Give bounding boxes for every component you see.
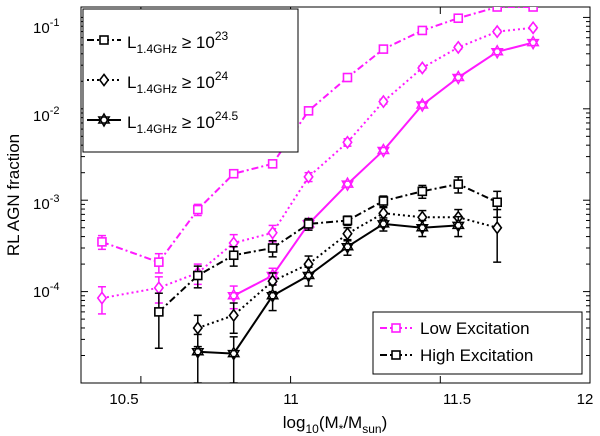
legend-samples <box>87 35 121 128</box>
square-marker <box>528 7 538 12</box>
star-marker <box>526 38 540 51</box>
diamond-marker <box>491 24 503 39</box>
star-marker <box>376 220 390 232</box>
square-marker <box>303 106 314 116</box>
x-tick-label: 11 <box>283 391 299 408</box>
square-marker <box>342 215 353 226</box>
legend-box <box>372 311 583 375</box>
series-line <box>197 222 459 355</box>
square-marker <box>228 168 239 179</box>
square-marker <box>391 350 401 360</box>
square-marker <box>154 307 164 317</box>
star-marker <box>376 146 390 158</box>
square-marker <box>267 243 278 253</box>
star-marker <box>302 271 315 284</box>
diamond-marker <box>267 225 278 240</box>
star-marker <box>191 347 205 360</box>
diamond-marker <box>303 169 314 184</box>
legend-entry-label: Low Excitation <box>420 319 530 338</box>
diamond-marker <box>378 94 389 109</box>
square-marker <box>342 72 353 83</box>
square-marker <box>391 323 401 333</box>
square-marker <box>378 44 389 54</box>
x-tick-label: 10.5 <box>109 391 138 408</box>
square-marker <box>453 179 464 189</box>
y-tick-label: 10-4 <box>33 281 59 301</box>
square-marker <box>228 250 239 261</box>
diamond-marker <box>192 321 203 335</box>
square-marker <box>267 159 278 169</box>
x-tick-label: 12 <box>577 391 594 408</box>
star-marker <box>227 292 241 304</box>
square-marker <box>192 204 203 215</box>
class-legend: Low Excitation High Excitation <box>372 311 583 375</box>
star-marker <box>266 292 280 304</box>
diamond-marker <box>96 291 108 305</box>
star-marker <box>341 180 354 192</box>
star-marker <box>341 242 354 255</box>
square-marker <box>378 196 389 206</box>
luminosity-legend: L1.4GHz ≥ 1023 L1.4GHz ≥ 1024 L1.4GHz ≥ … <box>82 8 299 153</box>
series-line <box>101 7 534 264</box>
square-marker <box>453 13 464 24</box>
star-marker <box>415 223 429 236</box>
square-marker <box>97 237 107 247</box>
diamond-marker <box>417 61 428 75</box>
axis-ticks <box>81 7 591 384</box>
star-marker <box>97 116 111 128</box>
diamond-marker <box>342 135 353 150</box>
star-marker <box>451 73 465 85</box>
square-marker <box>492 7 502 12</box>
legend-entry-label: L1.4GHz ≥ 1024.5 <box>127 109 239 136</box>
square-marker <box>417 186 428 197</box>
legend-entry-label: L1.4GHz ≥ 1023 <box>127 29 229 56</box>
star-marker <box>415 101 429 113</box>
y-tick-label: 10-1 <box>33 17 59 37</box>
x-tick-label: 11.5 <box>443 391 471 408</box>
square-marker <box>192 270 203 281</box>
series <box>191 215 465 383</box>
y-tick-label: 10-2 <box>33 105 59 125</box>
legend-samples <box>380 323 412 360</box>
y-axis-title: RL AGN fraction <box>4 134 23 256</box>
y-tick-label: 10-3 <box>33 193 59 213</box>
series <box>97 7 538 274</box>
series-line <box>197 212 498 329</box>
legend-entry-label: High Excitation <box>420 346 533 365</box>
diamond-marker <box>228 308 239 323</box>
series-line <box>158 183 498 313</box>
star-marker <box>451 221 465 233</box>
square-marker <box>99 35 109 45</box>
diamond-marker <box>453 40 464 55</box>
square-marker <box>154 257 164 267</box>
diamond-marker <box>527 20 539 35</box>
square-marker <box>492 197 502 208</box>
diamond-marker <box>98 73 110 87</box>
legend-entry-label: L1.4GHz ≥ 1024 <box>127 69 229 96</box>
square-marker <box>417 25 428 36</box>
star-marker <box>227 349 241 362</box>
x-axis-title: log10(M*/Msun) <box>283 413 387 436</box>
series-layer <box>96 7 540 383</box>
star-marker <box>490 48 504 60</box>
diamond-marker <box>491 220 503 235</box>
square-marker <box>303 219 314 229</box>
